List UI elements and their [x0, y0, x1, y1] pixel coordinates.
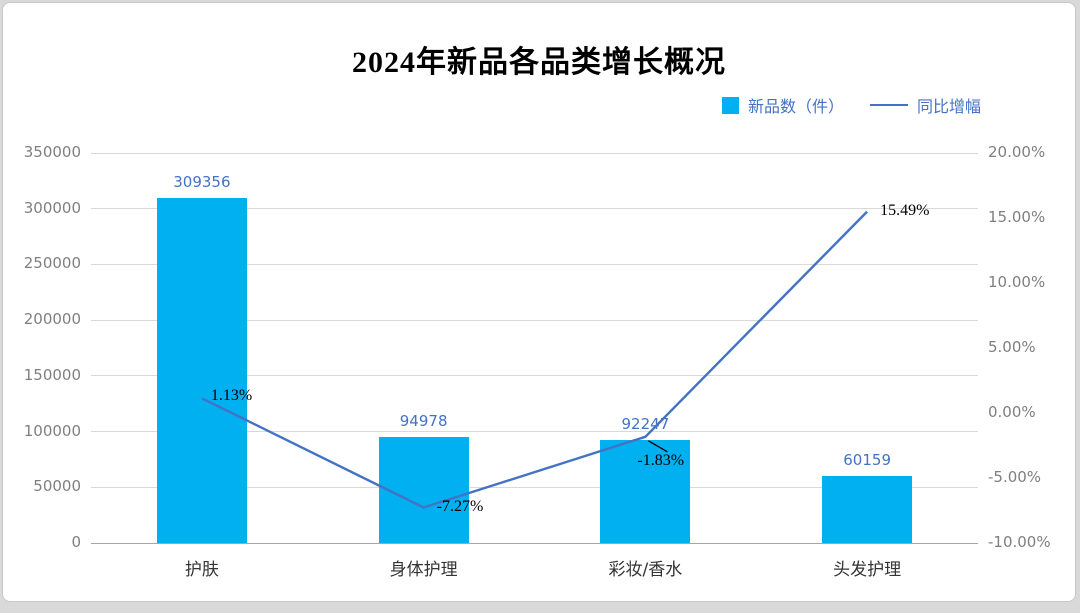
category-label: 护肤 — [184, 560, 219, 580]
gridline — [91, 431, 978, 433]
left-axis-tick-label: 0 — [71, 533, 81, 551]
line-point-label: -1.83% — [637, 451, 685, 469]
bar-value-label: 94978 — [399, 412, 448, 431]
growth-line — [201, 210, 868, 509]
bar — [600, 440, 691, 543]
left-axis-tick-label: 200000 — [23, 310, 81, 329]
category-label: 头发护理 — [833, 560, 902, 580]
bar-value-label: 309356 — [173, 173, 231, 192]
gridline — [91, 263, 978, 265]
legend-line-label: 同比增幅 — [916, 97, 981, 116]
bar — [156, 198, 247, 543]
line-point-label: 1.13% — [210, 387, 253, 405]
bar-value-label: 92247 — [621, 415, 670, 434]
line-series-swatch-icon — [869, 104, 908, 106]
right-axis-tick-label: 15.00% — [988, 208, 1046, 226]
chart-title: 2024年新品各品类增长概况 — [352, 46, 726, 79]
legend-item-bar: 新品数（件） — [721, 93, 844, 117]
gridline — [91, 152, 978, 154]
gridline — [91, 486, 978, 488]
x-axis-line — [91, 542, 978, 544]
chart-card: 2024年新品各品类增长概况 新品数（件） 同比增幅 0 50000 100000 1… — [2, 2, 1076, 602]
right-axis-tick-label: -5.00% — [988, 468, 1042, 486]
gridline — [91, 319, 978, 321]
bar — [822, 475, 913, 543]
right-axis-tick-label: 10.00% — [988, 273, 1046, 291]
left-axis-tick-label: 150000 — [23, 365, 81, 384]
left-axis-tick-label: 250000 — [23, 254, 81, 273]
line-point-label: 15.49% — [880, 201, 930, 219]
category-label: 身体护理 — [389, 560, 458, 580]
left-axis-tick-label: 300000 — [23, 198, 81, 217]
bar-series-swatch-icon — [721, 96, 739, 114]
left-axis-tick-label: 350000 — [23, 143, 81, 161]
bar-value-label: 60159 — [843, 450, 891, 469]
right-axis-tick-label: -10.00% — [988, 533, 1051, 551]
legend-item-line: 同比增幅 — [869, 93, 981, 117]
right-axis-tick-label: 20.00% — [988, 143, 1046, 161]
line-series — [201, 210, 868, 509]
left-axis-tick-label: 100000 — [23, 421, 81, 440]
gridline — [91, 208, 978, 210]
left-axis-tick-label: 50000 — [33, 477, 81, 496]
label-leader-line — [648, 440, 668, 453]
right-axis-tick-label: 0.00% — [988, 403, 1036, 421]
bar — [378, 437, 469, 543]
chart-legend: 新品数（件） 同比增幅 — [721, 93, 981, 117]
legend-bar-label: 新品数（件） — [747, 97, 844, 116]
category-label: 彩妆/香水 — [608, 560, 683, 580]
line-point-label: -7.27% — [436, 497, 484, 515]
right-axis-tick-label: 5.00% — [988, 338, 1036, 356]
gridline — [91, 375, 978, 377]
